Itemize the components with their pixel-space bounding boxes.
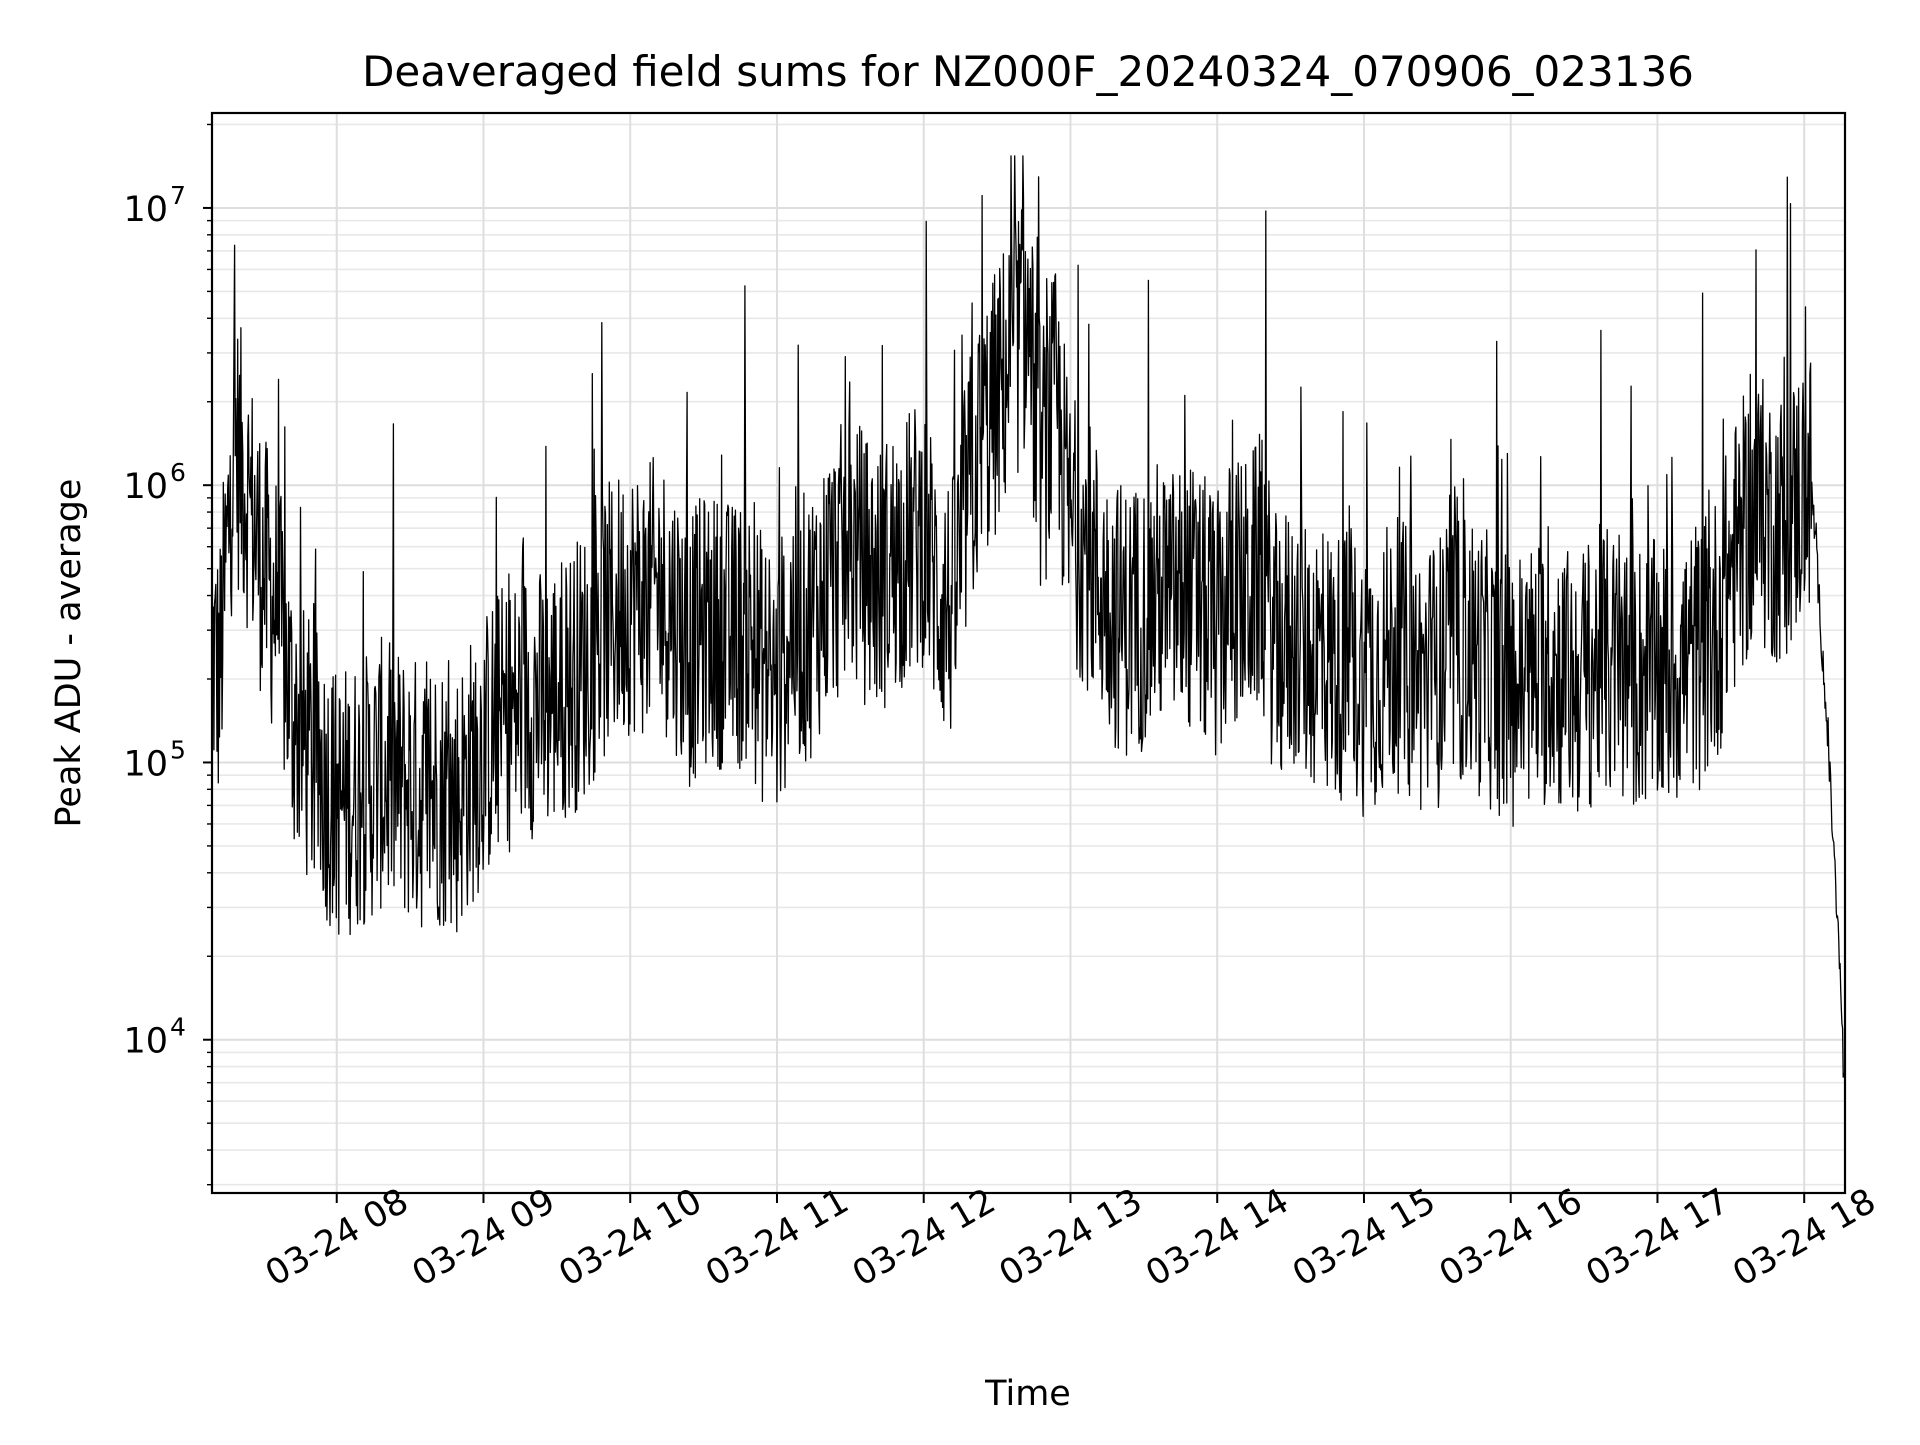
y-tick-exponent: 4	[170, 1013, 186, 1042]
plot-frame	[210, 111, 1847, 1195]
y-tick-label: 10	[123, 1022, 168, 1062]
x-axis-label: Time	[984, 1374, 1071, 1414]
y-tick-exponent: 7	[170, 181, 186, 210]
y-tick-exponent: 5	[170, 735, 186, 764]
y-tick-label: 10	[123, 744, 168, 784]
y-axis-label: Peak ADU - average	[49, 479, 89, 828]
series-line	[211, 155, 1845, 1078]
y-tick-label: 10	[123, 467, 168, 507]
series-layer	[211, 155, 1845, 1078]
y-tick-label: 10	[123, 190, 168, 230]
chart-title: Deaveraged field sums for NZ000F_2024032…	[362, 47, 1694, 96]
y-tick-exponent: 6	[170, 458, 186, 487]
grid	[212, 113, 1845, 1193]
